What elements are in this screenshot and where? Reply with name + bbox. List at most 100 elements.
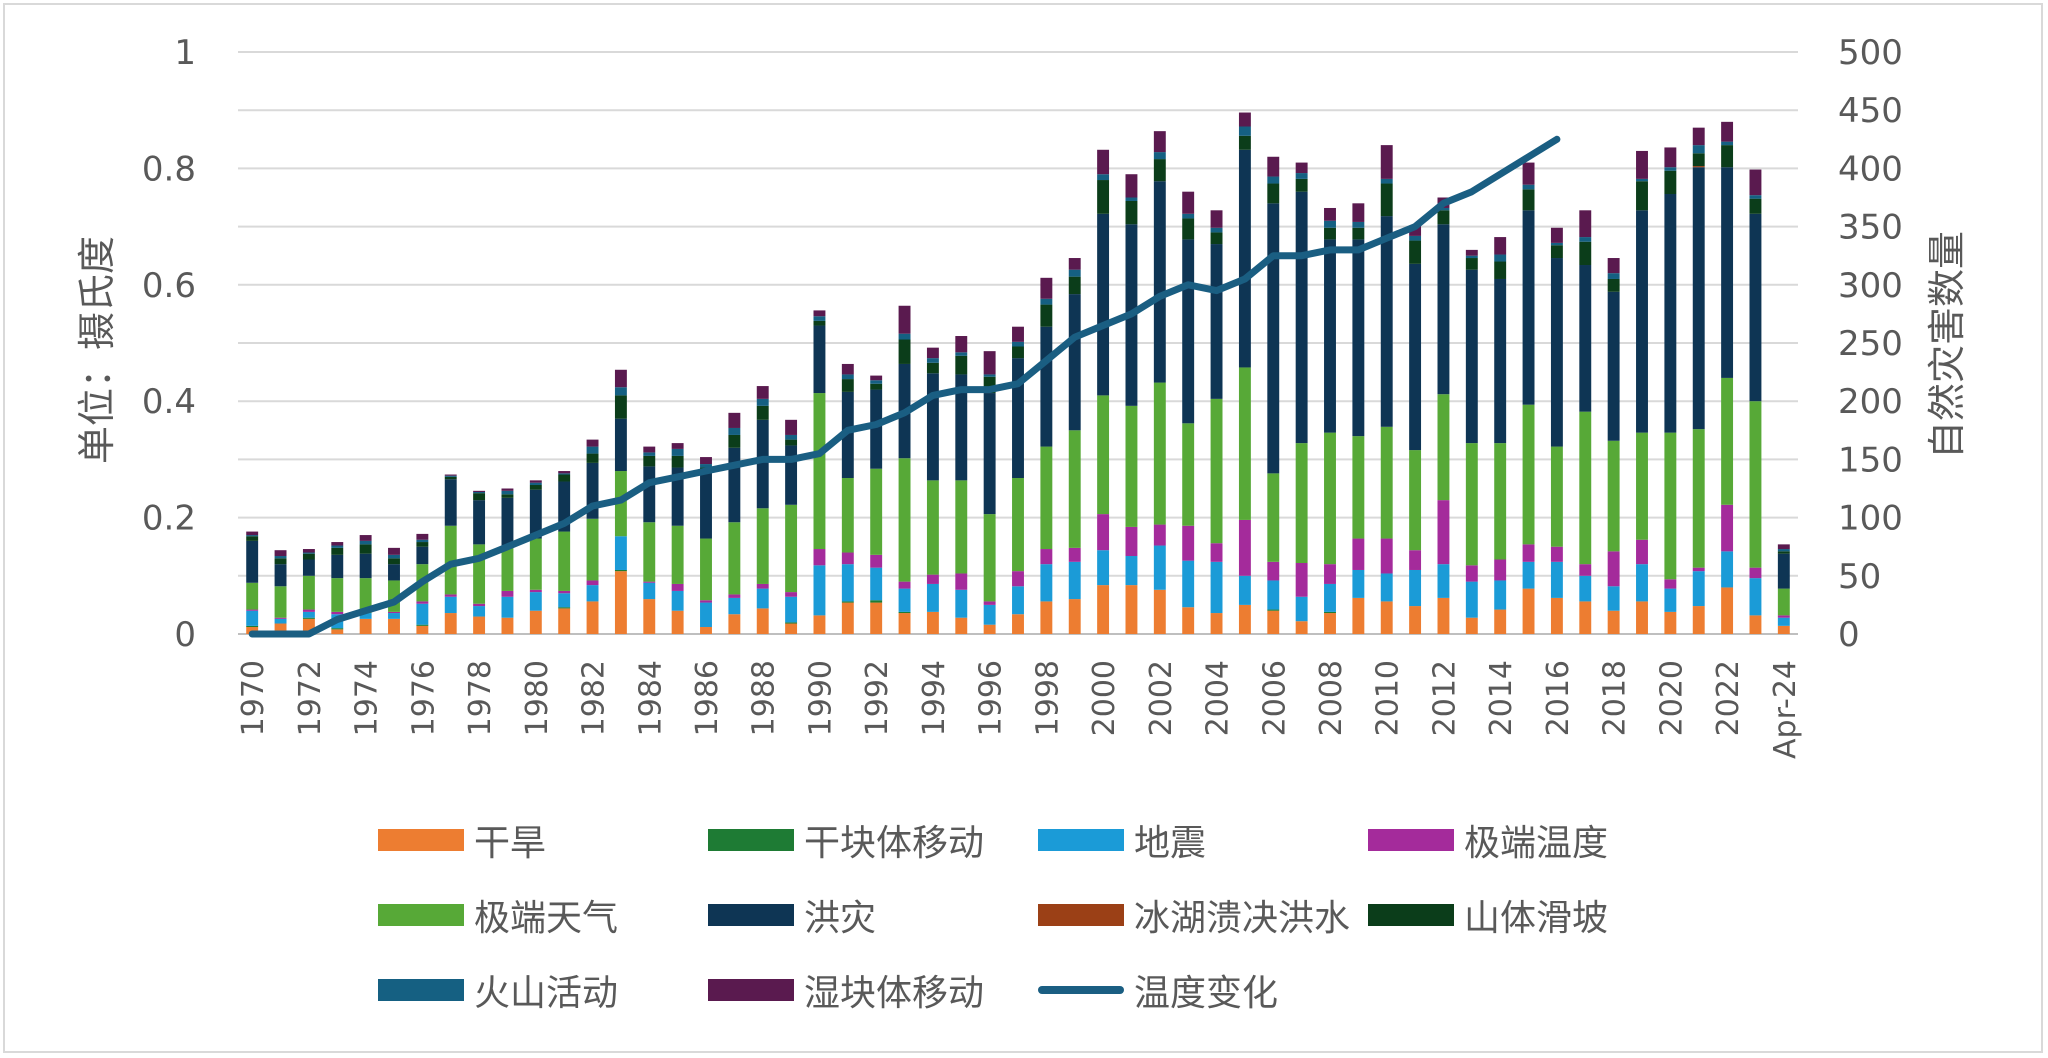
bar-segment bbox=[870, 375, 883, 381]
bar-segment bbox=[671, 610, 684, 634]
legend-item: 火山活动 bbox=[378, 970, 618, 1014]
bar-segment bbox=[246, 535, 259, 537]
bar-segment bbox=[955, 617, 968, 634]
bar-segment bbox=[813, 310, 826, 317]
bar-segment bbox=[756, 386, 769, 399]
bar-segment bbox=[473, 500, 486, 545]
bar-segment bbox=[1238, 519, 1251, 576]
bar-segment bbox=[1380, 601, 1393, 634]
bar-segment bbox=[700, 627, 712, 634]
bar-segment bbox=[1607, 551, 1620, 587]
bar-segment bbox=[501, 494, 514, 498]
x-tick-label: 2008 bbox=[1314, 660, 1349, 736]
legend-label: 极端天气 bbox=[474, 898, 619, 939]
bar-segment bbox=[728, 614, 741, 634]
legend-line-swatch bbox=[1038, 986, 1124, 994]
bar-segment bbox=[1012, 478, 1024, 572]
bar-segment bbox=[1324, 613, 1336, 634]
bar-segment bbox=[983, 604, 996, 625]
bar-segment bbox=[728, 522, 741, 595]
right-tick-label: 250 bbox=[1838, 324, 1903, 364]
x-tick-label: 1990 bbox=[803, 660, 838, 736]
bar-segment bbox=[1352, 203, 1365, 222]
bar-segment bbox=[416, 603, 429, 625]
bar-segment bbox=[444, 479, 457, 526]
bar-segment bbox=[302, 549, 315, 553]
legend-item: 地震 bbox=[1038, 820, 1206, 864]
bar-segment bbox=[1210, 244, 1223, 399]
bar-segment bbox=[1579, 241, 1592, 266]
bar-segment bbox=[274, 618, 287, 624]
bar-segment bbox=[1465, 443, 1478, 566]
right-tick-label: 150 bbox=[1838, 440, 1903, 480]
legend-swatch bbox=[1038, 829, 1124, 851]
bar-segment bbox=[1012, 341, 1024, 347]
bar-segment bbox=[1664, 588, 1677, 612]
bar-segment bbox=[1040, 277, 1053, 299]
bar-segment bbox=[955, 355, 968, 375]
bar-segment bbox=[302, 618, 315, 634]
bar-segment bbox=[473, 493, 486, 501]
bar-segment bbox=[1097, 585, 1110, 634]
bar-segment bbox=[1267, 156, 1280, 177]
bar-segment bbox=[1777, 553, 1790, 589]
legend-swatch bbox=[708, 904, 794, 926]
bar-segment bbox=[1182, 525, 1195, 561]
bar-segment bbox=[1153, 152, 1166, 160]
bar-segment bbox=[870, 567, 883, 601]
bar-segment bbox=[529, 589, 542, 593]
bar-segment bbox=[1777, 617, 1790, 626]
bar-segment bbox=[1607, 586, 1620, 611]
bar-segment bbox=[274, 623, 287, 634]
bar-segment bbox=[1097, 395, 1110, 515]
bar-segment bbox=[1664, 611, 1677, 634]
left-tick-label: 0.2 bbox=[142, 499, 196, 539]
bar-segment bbox=[302, 611, 315, 618]
x-tick-label: 2002 bbox=[1144, 660, 1179, 736]
bar-segment bbox=[1295, 621, 1308, 634]
bar-segment bbox=[1068, 294, 1081, 431]
bar-segment bbox=[1238, 149, 1251, 368]
bar-segment bbox=[728, 434, 741, 448]
bar-segment bbox=[1721, 167, 1734, 378]
bar-segment bbox=[898, 613, 911, 634]
right-tick-label: 300 bbox=[1838, 266, 1903, 306]
bar-segment bbox=[558, 607, 571, 609]
bar-segment bbox=[1692, 567, 1705, 572]
right-tick-label: 450 bbox=[1838, 91, 1903, 131]
bar-segment bbox=[926, 358, 939, 363]
bar-segment bbox=[671, 448, 684, 456]
bar-segment bbox=[1380, 145, 1393, 179]
bar-segment bbox=[1522, 544, 1535, 562]
bar-segment bbox=[841, 478, 854, 553]
bar-segment bbox=[1324, 583, 1336, 612]
bar-segment bbox=[955, 374, 968, 481]
bar-segment bbox=[1494, 237, 1507, 255]
bar-segment bbox=[1664, 170, 1677, 195]
x-tick-label: 1982 bbox=[577, 660, 612, 736]
bar-segment bbox=[359, 540, 372, 545]
bar-segment bbox=[586, 462, 599, 519]
bar-segment bbox=[643, 466, 656, 523]
bar-segment bbox=[1749, 198, 1762, 214]
bar-segment bbox=[643, 452, 656, 456]
bar-segment bbox=[1749, 615, 1762, 634]
bar-segment bbox=[1182, 239, 1195, 424]
bar-segment bbox=[1040, 446, 1053, 550]
bar-segment bbox=[529, 485, 542, 490]
bar-segment bbox=[898, 581, 911, 589]
bar-segment bbox=[1522, 588, 1535, 634]
bar-segment bbox=[416, 625, 429, 634]
bar-segment bbox=[1238, 112, 1251, 127]
bar-segment bbox=[785, 419, 798, 435]
right-tick-label: 350 bbox=[1838, 208, 1903, 248]
bar-segment bbox=[1636, 181, 1648, 211]
bar-segment bbox=[416, 601, 429, 604]
bar-segment bbox=[1777, 588, 1790, 616]
bar-segment bbox=[274, 558, 287, 565]
bar-segment bbox=[246, 540, 259, 583]
bar-segment bbox=[1210, 232, 1223, 245]
bar-segment bbox=[1040, 601, 1053, 634]
legend-label: 洪灾 bbox=[804, 898, 877, 939]
bar-segment bbox=[1579, 411, 1592, 565]
